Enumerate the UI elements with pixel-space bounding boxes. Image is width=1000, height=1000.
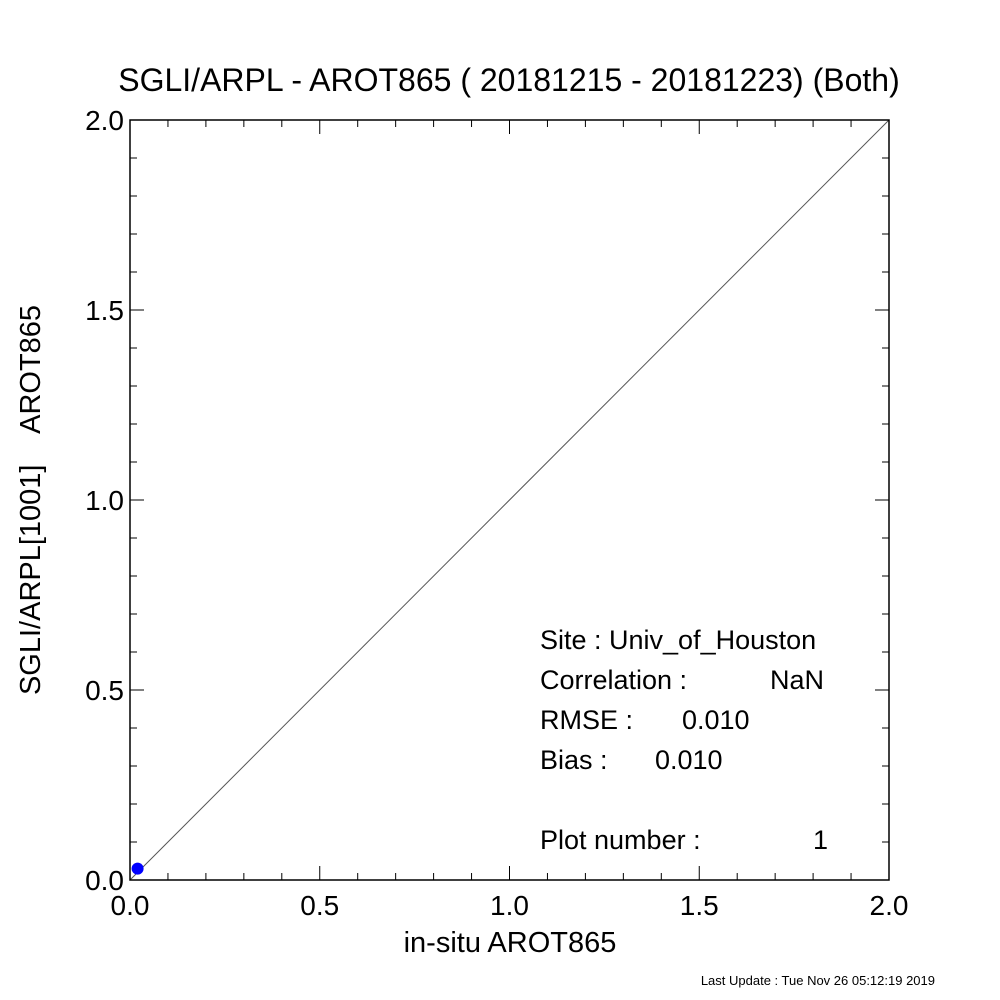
- last-update-footer: Last Update : Tue Nov 26 05:12:19 2019: [701, 973, 935, 988]
- x-tick-label: 0.5: [300, 890, 339, 921]
- y-axis-label: SGLI/ARPL[1001] AROT865: [15, 305, 47, 695]
- stat-plot-number-label: Plot number :: [540, 825, 701, 855]
- data-points: [131, 862, 144, 875]
- stat-correlation-value: NaN: [770, 665, 824, 695]
- y-tick-label: 2.0: [85, 105, 124, 136]
- stat-bias-value: 0.010: [655, 745, 723, 775]
- y-tick-label: 0.5: [85, 675, 124, 706]
- x-tick-labels: 0.0 0.5 1.0 1.5 2.0: [111, 890, 909, 921]
- stat-correlation-label: Correlation :: [540, 665, 687, 695]
- x-tick-label: 1.0: [490, 890, 529, 921]
- plot-frame: [129, 119, 890, 881]
- x-tick-label: 1.5: [680, 890, 719, 921]
- x-tick-label: 2.0: [870, 890, 909, 921]
- y-tick-label: 0.0: [85, 865, 124, 896]
- stats-box: Site : Univ_of_Houston Correlation : NaN…: [540, 625, 828, 855]
- x-axis-label: in-situ AROT865: [404, 927, 617, 959]
- data-point: [131, 862, 144, 875]
- stat-plot-number-value: 1: [813, 825, 828, 855]
- stat-bias-label: Bias :: [540, 745, 608, 775]
- y-tick-labels: 0.0 0.5 1.0 1.5 2.0: [85, 105, 124, 896]
- chart-title: SGLI/ARPL - AROT865 ( 20181215 - 2018122…: [118, 62, 899, 98]
- stat-rmse-value: 0.010: [682, 705, 750, 735]
- stat-rmse-label: RMSE :: [540, 705, 633, 735]
- stat-site: Site : Univ_of_Houston: [540, 625, 816, 655]
- one-to-one-line: [129, 119, 890, 881]
- y-tick-label: 1.5: [85, 295, 124, 326]
- y-tick-label: 1.0: [85, 485, 124, 516]
- x-tick-label: 0.0: [111, 890, 150, 921]
